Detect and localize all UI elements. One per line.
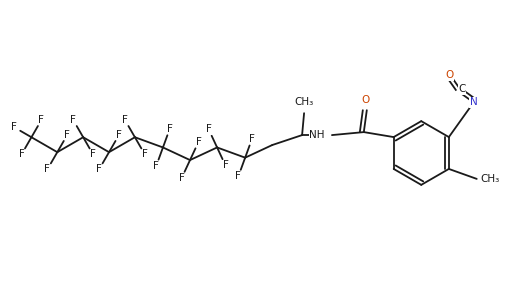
Text: F: F bbox=[206, 124, 211, 134]
Text: F: F bbox=[38, 115, 44, 125]
Text: F: F bbox=[70, 115, 76, 125]
Text: O: O bbox=[446, 70, 454, 80]
Text: F: F bbox=[96, 164, 102, 174]
Text: O: O bbox=[362, 95, 370, 105]
Text: F: F bbox=[179, 173, 185, 183]
Text: NH: NH bbox=[310, 130, 325, 140]
Text: F: F bbox=[116, 130, 122, 140]
Text: F: F bbox=[90, 149, 96, 160]
Text: CH₃: CH₃ bbox=[481, 174, 500, 184]
Text: F: F bbox=[142, 149, 148, 160]
Text: F: F bbox=[122, 115, 128, 125]
Text: F: F bbox=[11, 122, 17, 132]
Text: F: F bbox=[167, 124, 173, 134]
Text: F: F bbox=[195, 137, 202, 147]
Text: CH₃: CH₃ bbox=[295, 97, 314, 107]
Text: F: F bbox=[19, 149, 24, 160]
Text: F: F bbox=[153, 161, 159, 171]
Text: N: N bbox=[470, 97, 478, 107]
Text: F: F bbox=[44, 164, 50, 174]
Text: F: F bbox=[223, 160, 229, 171]
Text: F: F bbox=[64, 130, 70, 140]
Text: F: F bbox=[235, 171, 241, 181]
Text: F: F bbox=[249, 134, 255, 144]
Text: C: C bbox=[458, 84, 465, 94]
